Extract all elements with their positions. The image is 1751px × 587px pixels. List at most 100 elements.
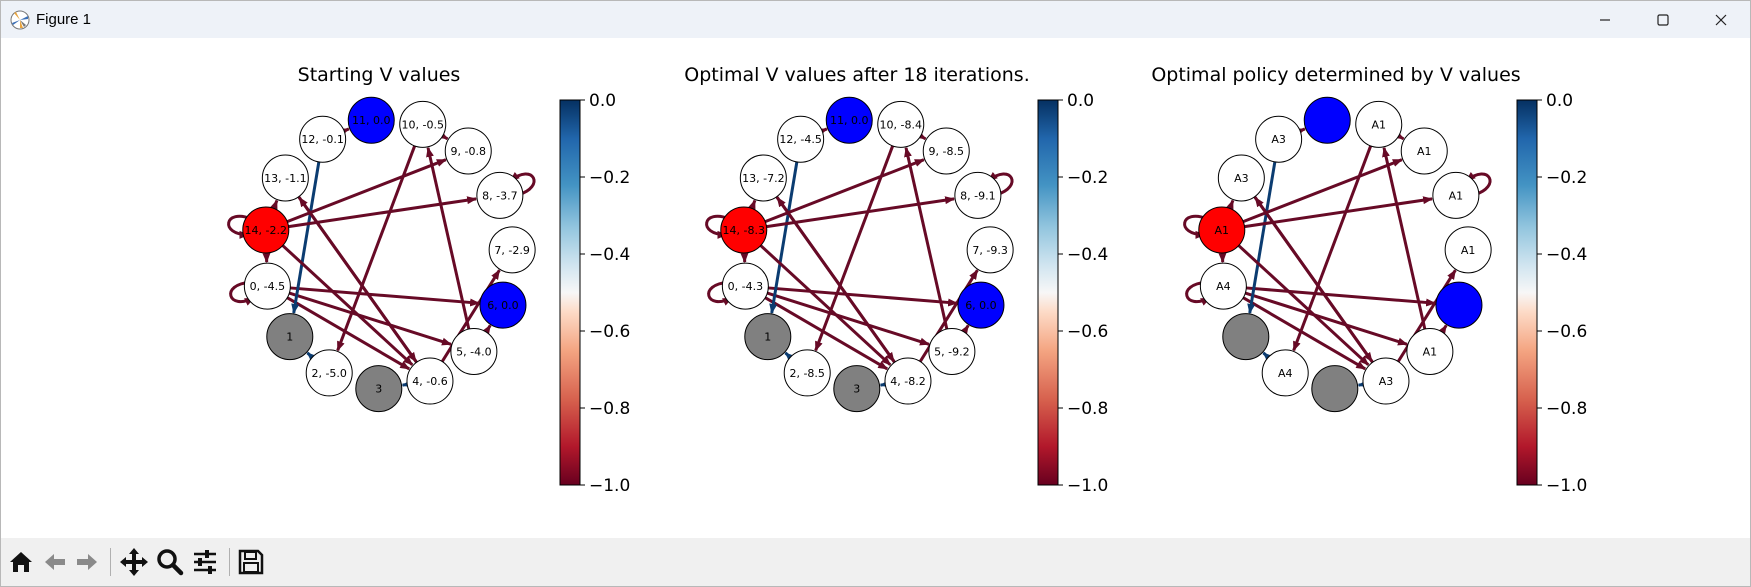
graph-node: 12, -0.1 (299, 115, 347, 163)
node-circle (957, 281, 1005, 329)
node-circle (1355, 100, 1403, 148)
colorbar-tick-label: −0.6 (1546, 322, 1587, 342)
node-label: 9, -0.8 (451, 145, 486, 158)
node-circle (922, 127, 970, 175)
graph-starting-v: 0, -4.5 1 2, -5.0 3 4, -0.6 5, -4.0 6, 0.0 7, -… (227, 96, 536, 413)
node-label: 5, -9.2 (934, 346, 969, 359)
edge (1262, 351, 1273, 362)
node-circle (783, 349, 831, 397)
graph-node: 13, -1.1 (261, 154, 309, 202)
edge (1253, 195, 1374, 363)
node-label: 11, 0.0 (352, 114, 390, 127)
edge (1382, 146, 1427, 330)
title-bar[interactable]: Figure 1 (1, 1, 1750, 38)
colorbar-tick-label: −0.6 (589, 322, 630, 342)
maximize-button[interactable] (1634, 1, 1692, 38)
graph-node: 1 (744, 313, 792, 361)
edge-self-loop (1465, 171, 1492, 197)
node-circle (954, 171, 1002, 219)
edge (291, 161, 321, 314)
graph-node: 6, 0.0 (957, 281, 1005, 329)
edge (297, 195, 418, 363)
node-circle (739, 154, 787, 202)
edge (1438, 324, 1448, 336)
maximize-icon (1657, 13, 1669, 26)
node-circle (479, 281, 527, 329)
node-circle (266, 313, 314, 361)
panel-title: Starting V values (298, 64, 461, 86)
node-label: A1 (1417, 145, 1432, 158)
node-circle (1432, 171, 1480, 219)
node-circle (399, 100, 447, 148)
graph-node: A3 (1362, 357, 1410, 405)
node-circle (1400, 127, 1448, 175)
node-label: A3 (1271, 133, 1286, 146)
figure-canvas[interactable]: Starting V values 0, -4.5 1 2, -5.0 3 4, -0.… (1, 38, 1750, 538)
edge (768, 286, 959, 307)
forward-button[interactable] (71, 546, 103, 578)
node-label: 12, -4.5 (779, 133, 821, 146)
node-label: 3 (375, 383, 382, 396)
graph-node: 0, -4.5 (243, 262, 291, 310)
save-icon (238, 549, 264, 575)
node-label: 3 (853, 383, 860, 396)
colorbar-tick-label: −1.0 (1067, 476, 1108, 496)
node-circle (488, 226, 536, 274)
graph-node: 9, -8.5 (922, 127, 970, 175)
node-circle (1362, 357, 1410, 405)
close-button[interactable] (1692, 1, 1750, 38)
matplotlib-app-icon (10, 10, 30, 30)
edge-self-loop (227, 214, 253, 239)
edge (775, 195, 896, 363)
save-button[interactable] (235, 546, 267, 578)
edge (426, 146, 471, 330)
node-circle (261, 154, 309, 202)
node-label: A1 (1371, 118, 1386, 131)
back-button[interactable] (39, 546, 71, 578)
graph-node: A1 (1432, 171, 1480, 219)
colorbar-tick-label: −0.4 (1546, 245, 1587, 265)
configure-icon (194, 550, 216, 574)
node-label: 0, -4.3 (728, 280, 763, 293)
edge (1292, 145, 1373, 352)
colorbar-tick-label: −0.2 (1067, 168, 1108, 188)
colorbar-tick-label: 0.0 (589, 91, 616, 111)
graph-node: 8, -3.7 (476, 171, 524, 219)
zoom-button[interactable] (154, 546, 186, 578)
edge (306, 351, 317, 362)
pan-button[interactable] (118, 546, 150, 578)
edge (904, 146, 949, 330)
colorbar-tick-label: −0.4 (1067, 245, 1108, 265)
home-button[interactable] (5, 546, 37, 578)
colorbar-tick-label: −1.0 (1546, 476, 1587, 496)
graph-node: A4 (1199, 262, 1247, 310)
graph-node (1222, 313, 1270, 361)
edge (1246, 286, 1437, 307)
graph-node: 9, -0.8 (444, 127, 492, 175)
colorbar-tick-label: −0.2 (589, 168, 630, 188)
minimize-button[interactable] (1576, 1, 1634, 38)
edge-self-loop (1183, 214, 1209, 239)
close-icon (1715, 14, 1727, 25)
edge (339, 127, 350, 136)
graph-optimal-v: 0, -4.3 1 2, -8.5 3 4, -8.2 5, -9.2 6, 0.0 7, -… (705, 96, 1014, 413)
node-circle (305, 349, 353, 397)
node-circle (355, 365, 403, 413)
node-label: 10, -8.4 (880, 118, 922, 131)
node-circle (1198, 206, 1246, 254)
graph-node: 5, -9.2 (928, 328, 976, 376)
configure-button[interactable] (189, 546, 221, 578)
node-circle (966, 226, 1014, 274)
edge (336, 145, 417, 352)
colorbar-tick-label: −0.8 (1067, 399, 1108, 419)
edge (286, 158, 447, 224)
edge-self-loop (229, 280, 255, 306)
node-circle (347, 96, 395, 144)
node-label: A1 (1423, 346, 1438, 359)
graph-node: A1 (1406, 328, 1454, 376)
graph-node: 14, -8.3 (720, 206, 768, 254)
graph-optimal-policy: A4 A4 A3 A1 A1 A1 A1 A1 A3 A3 A1 (1183, 96, 1492, 413)
graph-node: 11, 0.0 (825, 96, 873, 144)
edge (817, 127, 828, 136)
node-label: 14, -2.2 (245, 224, 287, 237)
